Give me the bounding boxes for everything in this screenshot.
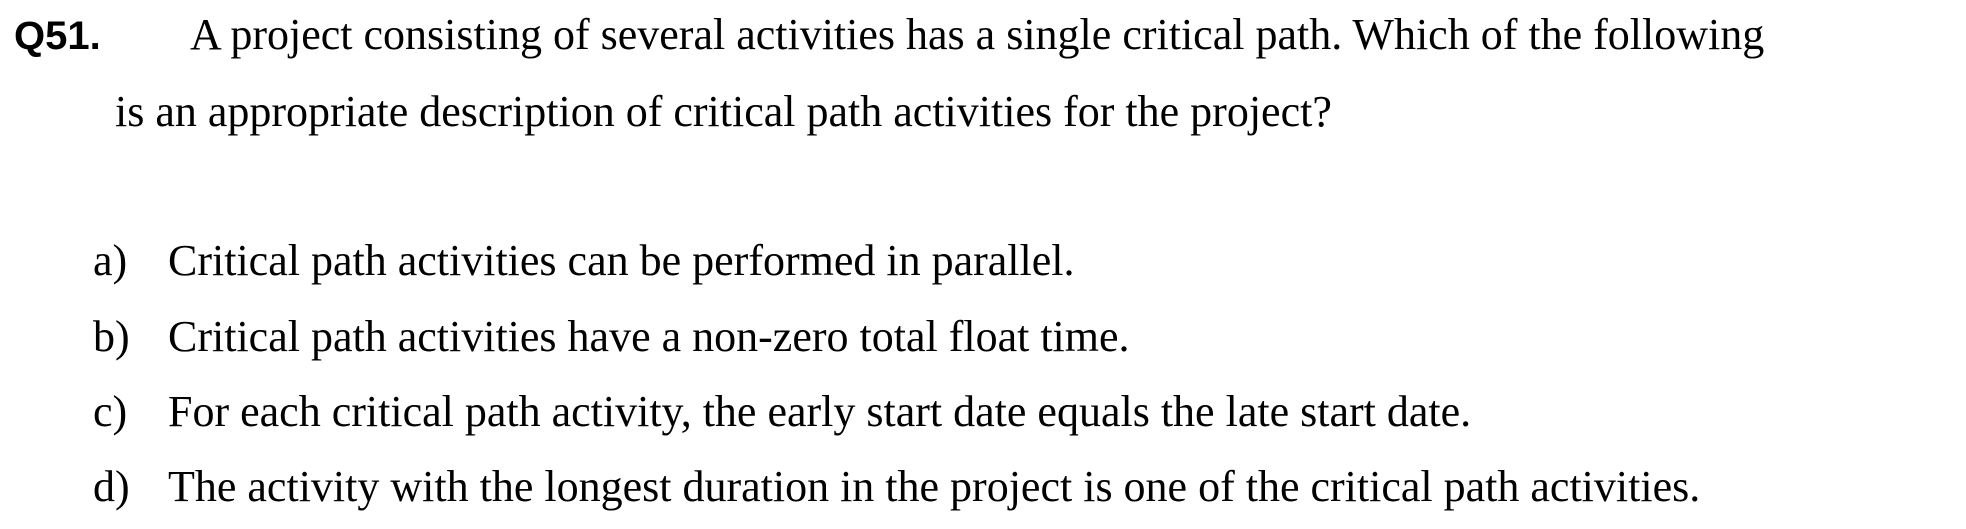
option-letter: d) <box>93 462 130 511</box>
option-letter: b) <box>93 312 130 361</box>
question-text-line-1: A project consisting of several activiti… <box>190 10 1765 59</box>
option-text: Critical path activities have a non-zero… <box>168 312 1130 361</box>
option-text: The activity with the longest duration i… <box>168 462 1701 511</box>
option-text: For each critical path activity, the ear… <box>168 387 1472 436</box>
option-letter: a) <box>93 236 128 285</box>
option-text: Critical path activities can be performe… <box>168 236 1075 285</box>
option-letter: c) <box>93 387 128 436</box>
question-text-line-2: is an appropriate description of critica… <box>115 87 1332 136</box>
question-number: Q51. <box>14 14 101 58</box>
